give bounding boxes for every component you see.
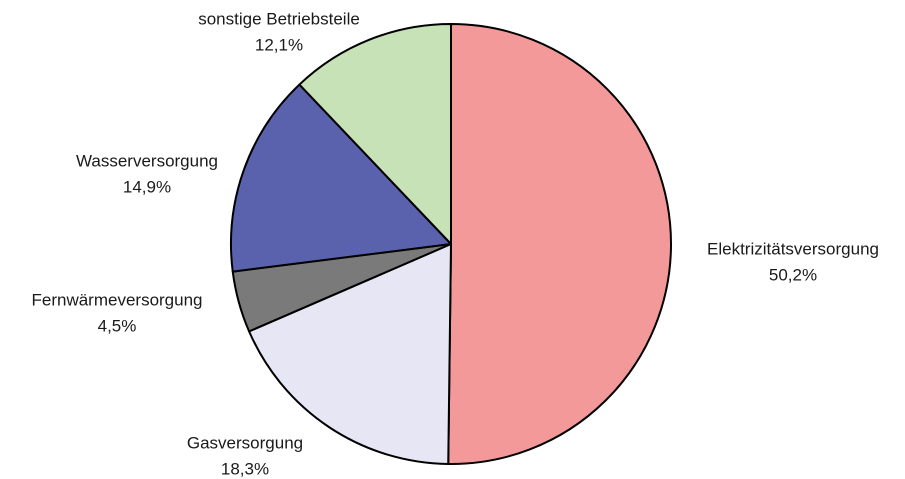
slice-value-label: 12,1% <box>255 35 303 54</box>
slice-label: Elektrizitätsversorgung <box>707 239 879 258</box>
pie-slice <box>248 243 452 465</box>
slice-label: Fernwärmeversorgung <box>31 290 202 309</box>
slice-value-label: 50,2% <box>769 265 817 284</box>
slice-label: sonstige Betriebsteile <box>198 9 360 28</box>
slice-label: Gasversorgung <box>187 433 303 452</box>
slice-value-label: 18,3% <box>221 459 269 478</box>
slice-label: Wasserversorgung <box>76 151 218 170</box>
slice-value-label: 14,9% <box>123 177 171 196</box>
pie-slice <box>230 83 452 273</box>
slice-value-label: 4,5% <box>98 316 137 335</box>
pie-slice <box>447 23 672 465</box>
pie-slice <box>298 23 452 245</box>
